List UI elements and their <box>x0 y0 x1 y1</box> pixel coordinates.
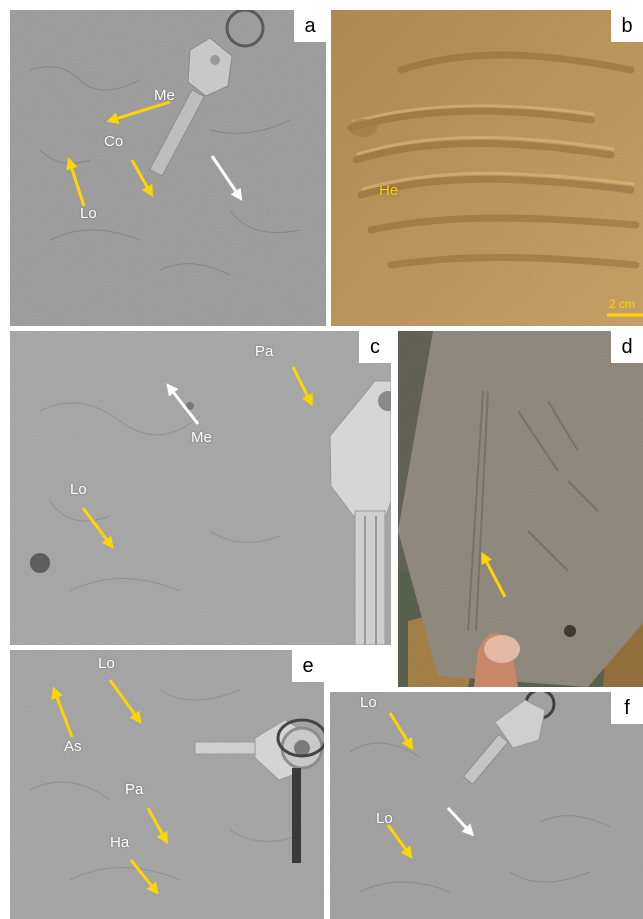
arrow-co <box>130 159 153 198</box>
arrow-pa <box>146 807 168 845</box>
panel-e-photo <box>10 650 324 919</box>
panel-letter: a <box>294 10 326 42</box>
arrow-white <box>210 155 243 201</box>
arrow-white <box>446 806 475 837</box>
label-as: As <box>64 738 82 755</box>
panel-f-photo <box>330 692 643 919</box>
arrow-lo <box>81 507 114 549</box>
arrow-lo-1 <box>388 712 414 751</box>
panel-letter: c <box>359 331 391 363</box>
key-icon <box>329 380 391 645</box>
panel-d: d <box>398 331 643 687</box>
panel-b-photo <box>331 10 643 326</box>
key-icon <box>462 692 556 786</box>
panel-letter: b <box>611 10 643 42</box>
label-lo: Lo <box>80 205 97 222</box>
arrow-me <box>106 100 171 124</box>
label-pa: Pa <box>255 343 274 360</box>
arrow-ha <box>129 859 159 895</box>
label-lo: Lo <box>70 481 87 498</box>
label-lo: Lo <box>376 810 393 827</box>
panel-letter: e <box>292 650 324 682</box>
label-he: He <box>379 182 399 199</box>
label-co: Co <box>104 133 124 150</box>
label-me: Me <box>191 429 212 446</box>
label-me: Me <box>154 87 175 104</box>
panel-letter: f <box>611 692 643 724</box>
arrow-lo-2 <box>386 824 413 859</box>
panel-c: Pa Me Lo c <box>10 331 391 645</box>
scale-bar-label: 2 cm <box>609 297 636 311</box>
panel-b: He 2 cm b <box>331 10 643 326</box>
arrow-trace <box>481 551 507 598</box>
arrow-pa <box>291 366 313 407</box>
panel-e: Lo As Pa Ha e <box>10 650 324 919</box>
label-ha: Ha <box>110 834 130 851</box>
key-icon <box>194 718 324 863</box>
label-lo: Lo <box>360 694 377 711</box>
arrow-lo <box>108 679 142 724</box>
key-icon <box>149 10 265 177</box>
panel-letter: d <box>611 331 643 363</box>
label-pa: Pa <box>125 781 144 798</box>
panel-a-photo <box>10 10 326 326</box>
panel-d-photo <box>398 331 643 687</box>
panel-c-photo <box>10 331 391 645</box>
panel-a: Me Co Lo a <box>10 10 326 326</box>
arrow-me <box>166 383 200 425</box>
panel-f: Lo Lo f <box>330 692 643 919</box>
label-lo: Lo <box>98 655 115 672</box>
arrow-as <box>51 686 74 738</box>
arrow-lo <box>66 157 86 207</box>
